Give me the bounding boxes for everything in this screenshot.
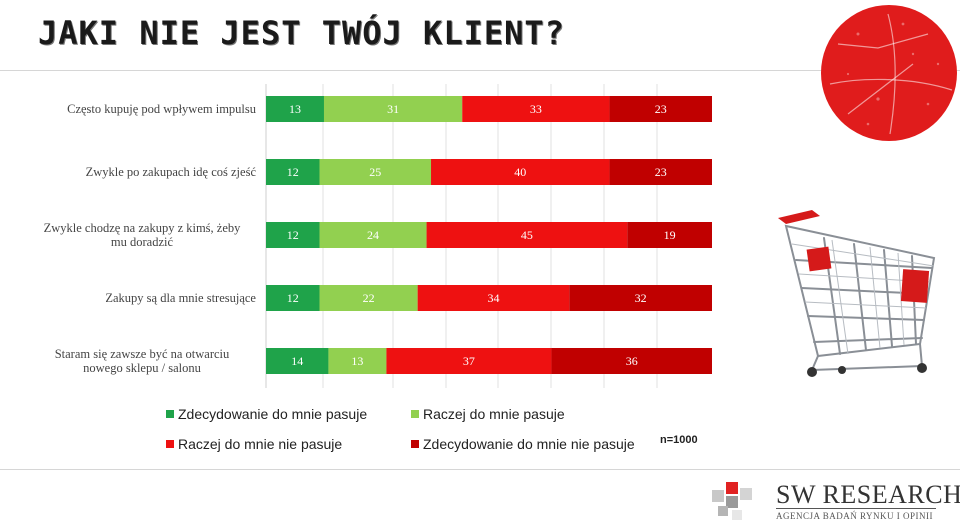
bar-segment <box>328 348 387 374</box>
logo-name: SW RESEARCH <box>776 480 960 509</box>
data-label: 31 <box>387 102 399 116</box>
category-label: Staram się zawsze być na otwarciu <box>55 347 230 361</box>
bar-segment <box>417 285 570 311</box>
data-label: 37 <box>463 354 475 368</box>
sample-size-label: n=1000 <box>660 434 698 446</box>
footer-divider <box>0 469 960 470</box>
legend-label: Zdecydowanie do mnie nie pasuje <box>423 436 635 452</box>
bar-segment <box>266 285 320 311</box>
data-label: 12 <box>287 165 299 179</box>
category-label: Często kupuję pod wpływem impulsu <box>67 102 257 116</box>
data-label: 34 <box>487 291 499 305</box>
legend-label: Raczej do mnie nie pasuje <box>178 436 343 452</box>
category-label: mu doradzić <box>111 235 174 249</box>
data-label: 32 <box>635 291 647 305</box>
data-label: 36 <box>626 354 638 368</box>
bar-segment <box>431 159 610 185</box>
data-label: 22 <box>363 291 375 305</box>
bar-segment <box>569 285 712 311</box>
data-label: 23 <box>655 165 667 179</box>
data-label: 25 <box>369 165 381 179</box>
sw-research-logo <box>712 482 752 520</box>
data-label: 19 <box>664 228 676 242</box>
legend-item-rather-not-fit: Raczej do mnie nie pasuje <box>166 436 342 452</box>
category-label: Zwykle po zakupach idę coś zjeść <box>86 165 257 179</box>
legend-item-strong-fit: Zdecydowanie do mnie pasuje <box>166 406 367 422</box>
category-label: Zwykle chodzę na zakupy z kimś, żeby <box>44 221 242 235</box>
logo-subtitle: AGENCJA BADAŃ RYNKU I OPINII <box>776 511 934 521</box>
bar-segment <box>266 96 324 122</box>
legend-swatch <box>411 440 419 448</box>
legend-swatch <box>411 410 419 418</box>
data-label: 12 <box>287 291 299 305</box>
data-label: 24 <box>367 228 379 242</box>
red-circle-badge-icon <box>821 5 957 141</box>
data-label: 13 <box>289 102 301 116</box>
bar-segment <box>627 222 712 248</box>
bar-segment <box>319 159 432 185</box>
data-label: 23 <box>655 102 667 116</box>
legend-swatch <box>166 410 174 418</box>
data-label: 13 <box>351 354 363 368</box>
bar-segment <box>609 159 712 185</box>
bar-segment <box>426 222 628 248</box>
title-divider <box>0 70 960 71</box>
legend-item-strong-not-fit: Zdecydowanie do mnie nie pasuje <box>411 436 635 452</box>
data-label: 45 <box>521 228 533 242</box>
bar-segment <box>386 348 552 374</box>
bar-segment <box>266 159 320 185</box>
bar-segment <box>319 285 418 311</box>
page-title: JAKI NIE JEST TWÓJ KLIENT? <box>38 14 565 52</box>
bar-segment <box>323 96 463 122</box>
logo-underline <box>776 508 936 509</box>
shopping-cart-icon <box>778 210 936 377</box>
logo-mark-icon <box>712 482 752 520</box>
bar-segment <box>462 96 610 122</box>
bar-segment <box>319 222 427 248</box>
bar-segment <box>266 348 329 374</box>
data-label: 33 <box>530 102 542 116</box>
bar-segment <box>266 222 320 248</box>
category-label: nowego sklepu / salonu <box>83 361 201 375</box>
bar-segment <box>609 96 712 122</box>
data-label: 40 <box>514 165 526 179</box>
legend-swatch <box>166 440 174 448</box>
data-label: 12 <box>287 228 299 242</box>
category-label: Zakupy są dla mnie stresujące <box>105 291 256 305</box>
stacked-bar-chart: Często kupuję pod wpływem impulsu 13 31 33 2… <box>44 84 712 388</box>
data-label: 14 <box>291 354 303 368</box>
legend-label: Zdecydowanie do mnie pasuje <box>178 406 368 422</box>
legend-label: Raczej do mnie pasuje <box>423 406 565 422</box>
bar-segment <box>551 348 712 374</box>
legend-item-rather-fit: Raczej do mnie pasuje <box>411 406 565 422</box>
